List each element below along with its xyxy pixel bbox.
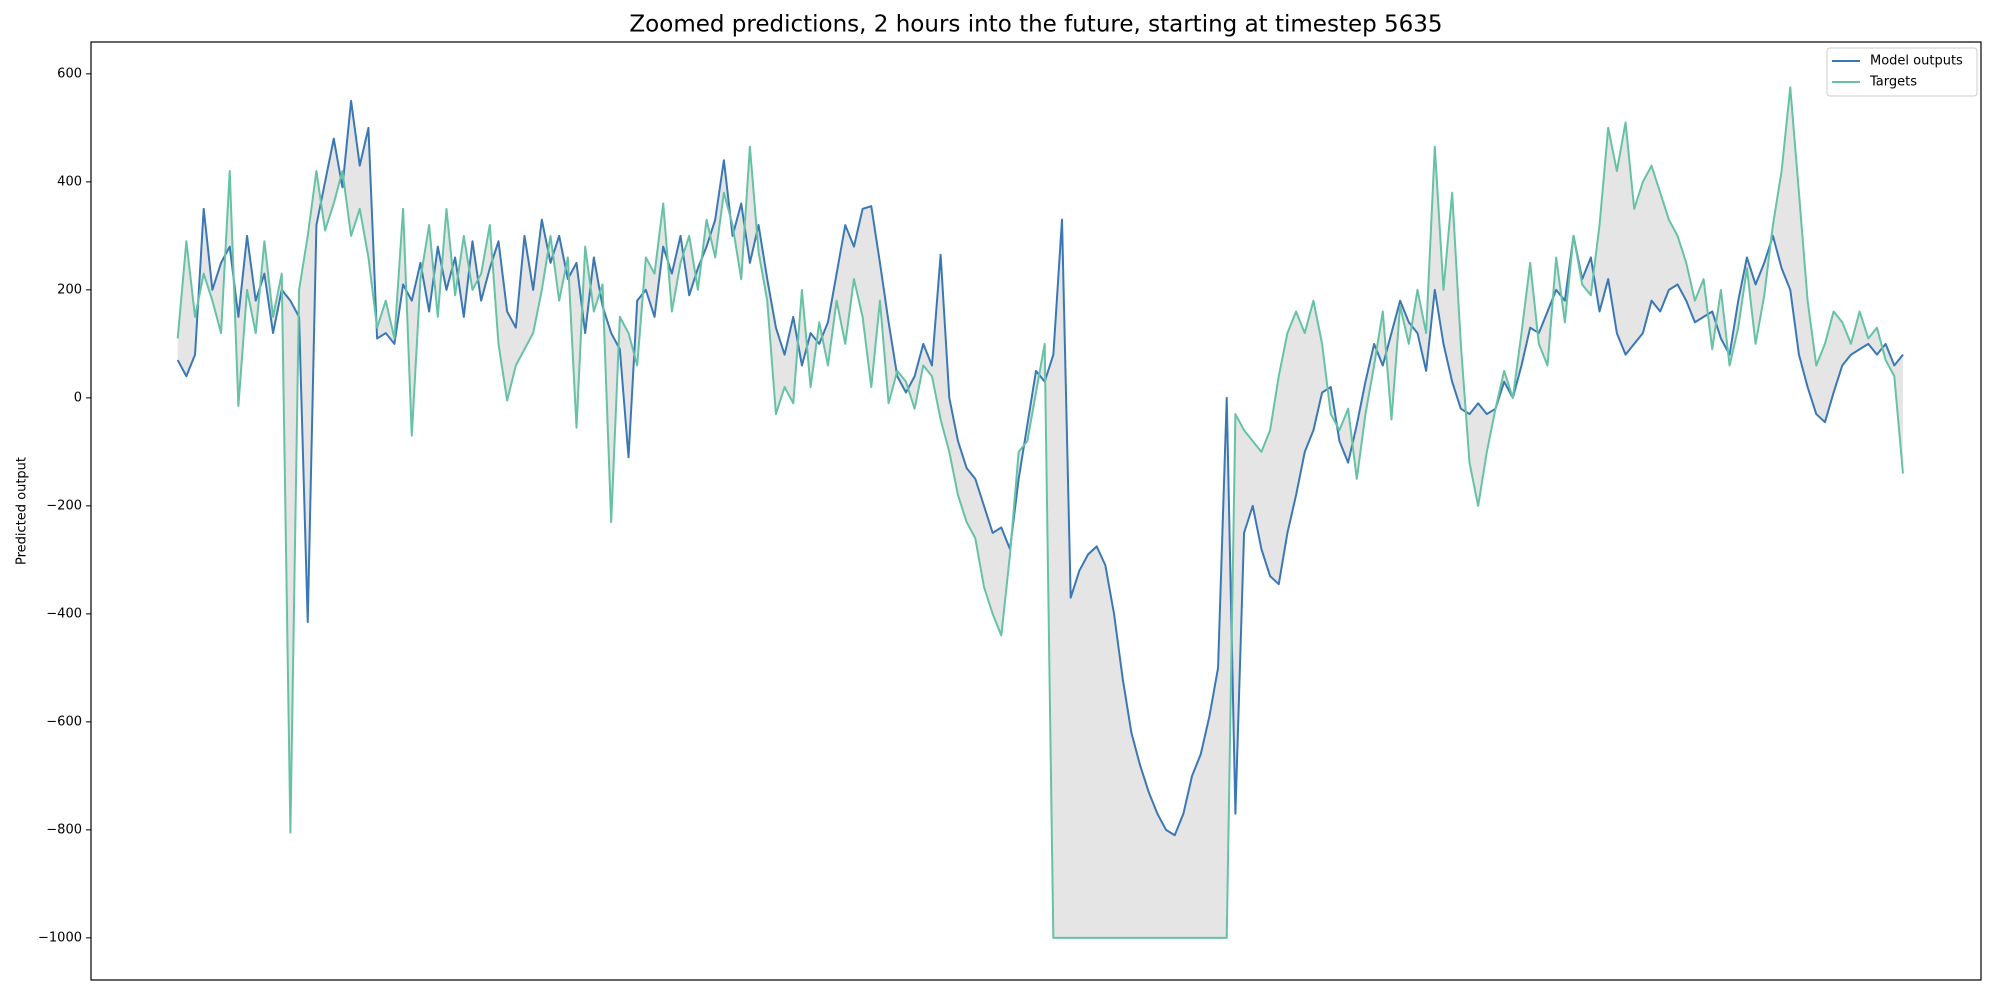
y-tick-label: 0 [74, 390, 82, 405]
chart-title: Zoomed predictions, 2 hours into the fut… [629, 12, 1442, 38]
y-tick-label: −600 [46, 714, 82, 729]
y-tick-label: −800 [46, 822, 82, 837]
y-tick-label: 600 [57, 66, 82, 81]
series-line [176, 86, 1904, 939]
y-tick-label: −1000 [38, 930, 82, 945]
y-axis-label: Predicted output [15, 457, 30, 565]
y-tick-label: −200 [46, 498, 82, 513]
difference-fill [177, 87, 1903, 938]
legend-label: Targets [1869, 75, 1917, 90]
y-tick-label: 400 [57, 174, 82, 189]
plot-frame [90, 41, 1982, 981]
y-tick-label: 200 [57, 282, 82, 297]
series-line [176, 99, 1904, 837]
plot-area [176, 86, 1904, 939]
y-tick-label: −400 [46, 606, 82, 621]
legend-label: Model outputs [1870, 54, 1963, 69]
legend-box [1826, 47, 1978, 97]
